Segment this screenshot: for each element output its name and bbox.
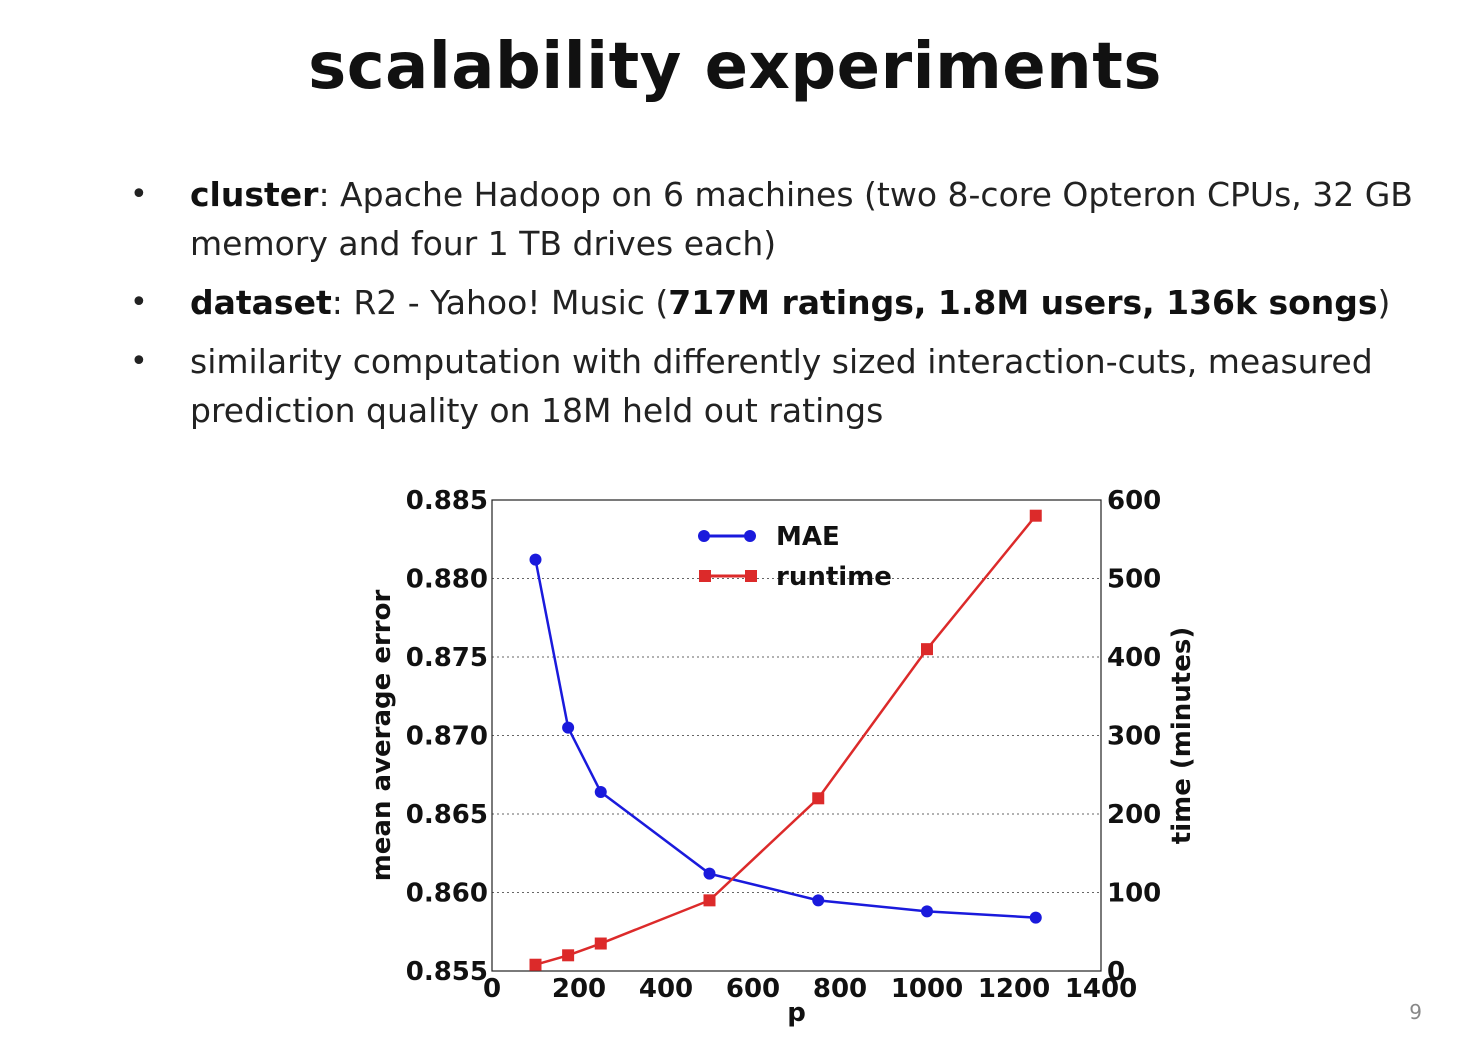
bullet-cluster: • cluster: Apache Hadoop on 6 machines (… xyxy=(130,170,1420,268)
y2-axis-label: time (minutes) xyxy=(1167,627,1197,844)
plot-frame xyxy=(491,499,1102,972)
bullet-list: • cluster: Apache Hadoop on 6 machines (… xyxy=(130,170,1420,445)
x-tick-label: 800 xyxy=(813,974,867,1004)
y2-tick-label: 500 xyxy=(1107,565,1161,595)
x-tick-label: 1000 xyxy=(891,974,963,1004)
x-tick-label: 1400 xyxy=(1065,974,1137,1004)
bullet-term: dataset xyxy=(190,283,332,322)
bullet-text: : R2 - Yahoo! Music ( xyxy=(331,283,669,322)
series-line-mae xyxy=(534,559,1036,919)
legend-marker-mae xyxy=(744,530,756,542)
legend-marker-runtime xyxy=(699,570,711,582)
bullet-text: : Apache Hadoop on 6 machines (two 8-cor… xyxy=(190,175,1413,263)
slide-title: scalability experiments xyxy=(308,30,1162,104)
y-tick-label: 0.870 xyxy=(406,722,488,752)
y2-tick-label: 200 xyxy=(1107,800,1161,830)
y-tick-label: 0.885 xyxy=(406,486,488,516)
legend-marker-mae xyxy=(698,530,710,542)
y2-tick-label: 100 xyxy=(1107,879,1161,909)
y-tick-label: 0.875 xyxy=(406,643,488,673)
data-point-runtime xyxy=(594,937,607,950)
data-point-runtime xyxy=(703,894,716,907)
data-point-runtime xyxy=(562,949,575,962)
data-point-mae xyxy=(594,786,607,799)
data-point-mae xyxy=(812,894,825,907)
y-tick-label: 0.880 xyxy=(406,565,488,595)
data-point-runtime xyxy=(921,643,933,656)
data-point-mae xyxy=(562,721,575,734)
bullet-text: similarity computation with differently … xyxy=(190,342,1373,430)
legend-label: runtime xyxy=(776,562,892,592)
bullet-text: ) xyxy=(1377,283,1391,322)
bullet-term: cluster xyxy=(190,175,319,214)
y2-tick-label: 600 xyxy=(1107,486,1161,516)
x-axis-label: p xyxy=(787,998,806,1028)
data-point-mae xyxy=(1029,911,1042,924)
bullet-bold-text: 717M ratings, 1.8M users, 136k songs xyxy=(668,283,1378,322)
x-tick-label: 1200 xyxy=(978,974,1050,1004)
y2-tick-label: 300 xyxy=(1107,722,1161,752)
bullet-dataset: • dataset: R2 - Yahoo! Music (717M ratin… xyxy=(130,278,1420,327)
bullet-dot-icon: • xyxy=(130,177,148,212)
data-point-mae xyxy=(921,905,933,918)
bullet-similarity: • similarity computation with differentl… xyxy=(130,337,1420,435)
y-axis-label: mean average error xyxy=(367,590,397,882)
page-number: 9 xyxy=(1409,1000,1422,1024)
data-point-runtime xyxy=(1029,509,1042,522)
y-tick-label: 0.860 xyxy=(406,879,488,909)
x-tick-label: 400 xyxy=(639,974,693,1004)
bullet-dot-icon: • xyxy=(130,344,148,379)
y2-tick-label: 400 xyxy=(1107,643,1161,673)
bullet-dot-icon: • xyxy=(130,285,148,320)
data-point-mae xyxy=(703,867,716,880)
data-point-runtime xyxy=(529,958,542,971)
x-tick-label: 600 xyxy=(726,974,780,1004)
y-tick-label: 0.855 xyxy=(406,957,488,987)
x-tick-label: 0 xyxy=(483,974,501,1004)
y2-tick-label: 0 xyxy=(1107,957,1125,987)
x-tick-label: 200 xyxy=(552,974,606,1004)
data-point-runtime xyxy=(812,792,825,805)
legend-label: MAE xyxy=(776,522,840,552)
data-point-mae xyxy=(529,553,542,566)
y-tick-label: 0.865 xyxy=(406,800,488,830)
legend-marker-runtime xyxy=(745,570,757,582)
